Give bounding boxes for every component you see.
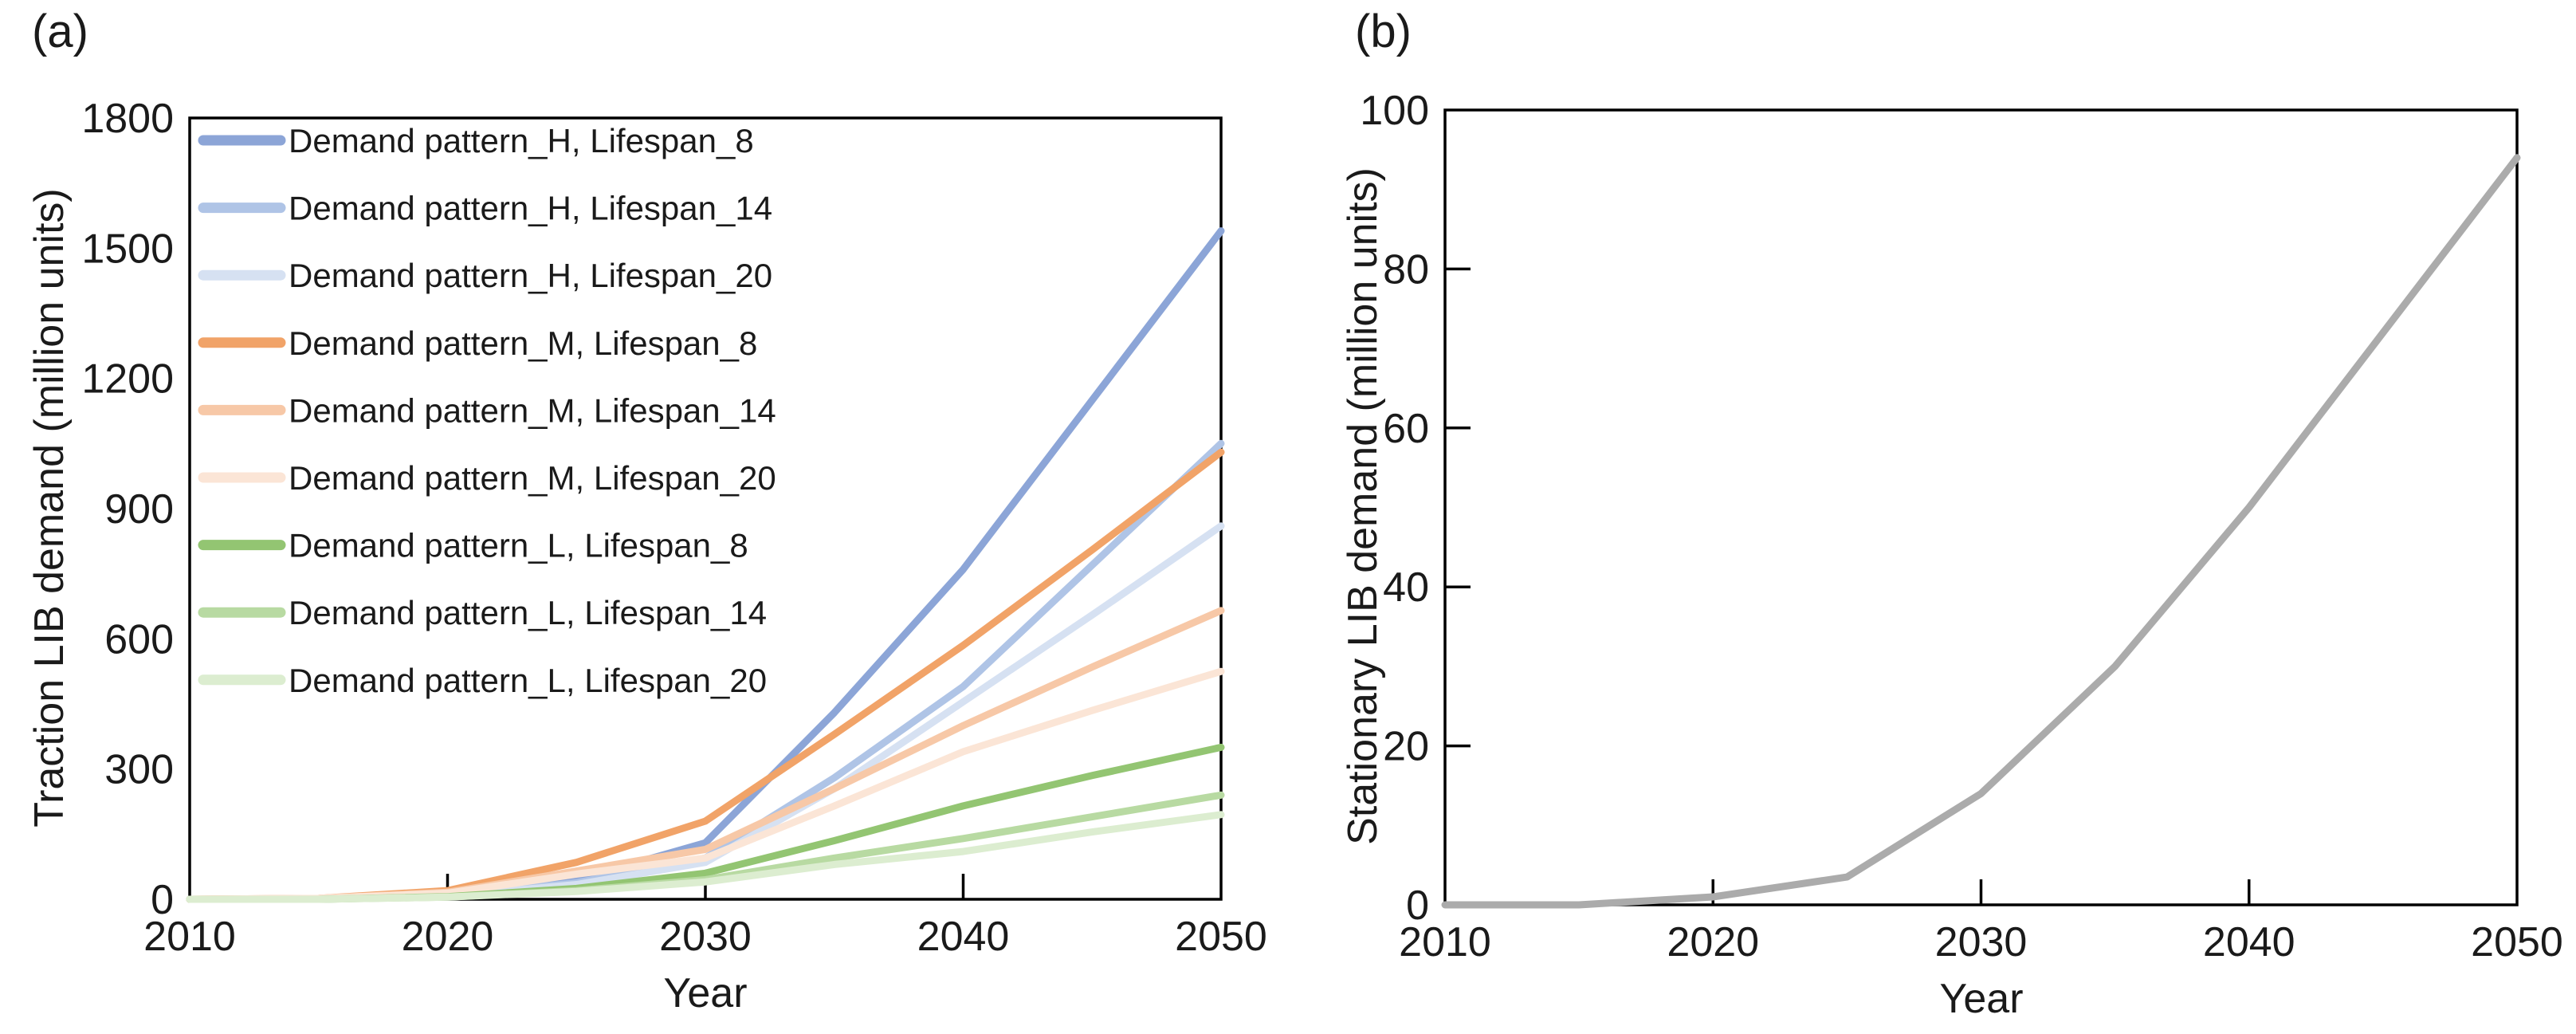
y-tick-label: 80 — [1383, 246, 1429, 293]
legend-label: Demand pattern_H, Lifespan_14 — [289, 190, 772, 227]
panel-a-chart-canvas: 0 300 600 900 1200 1500 1800 2010 2020 2030 2040 20… — [81, 96, 1267, 960]
series-line-stationary-lib-demand — [1441, 154, 2521, 909]
y-tick-label: 1200 — [81, 356, 174, 403]
y-tick-label: 60 — [1383, 406, 1429, 452]
y-tick-label: 300 — [104, 747, 174, 793]
y-tick-label: 900 — [104, 486, 174, 533]
x-tick-label: 2030 — [1935, 919, 2028, 965]
x-tick-label: 2040 — [917, 914, 1010, 960]
y-tick-label: 1500 — [81, 226, 174, 272]
y-tick-label: 600 — [104, 616, 174, 662]
panel-b: (b) Stationary LIB demand (million units… — [1288, 0, 2576, 1034]
plot-border — [1443, 108, 2519, 906]
legend-label: Demand pattern_L, Lifespan_20 — [289, 662, 767, 699]
legend-label: Demand pattern_H, Lifespan_20 — [289, 257, 772, 294]
panel-a: (a) Traction LIB demand (million units) … — [26, 6, 1267, 1016]
series-line-demand-pattern-l-lifespan-20 — [186, 811, 1225, 903]
x-tick-label: 2050 — [2471, 919, 2563, 965]
y-tick-label: 100 — [1360, 88, 1429, 134]
legend-label: Demand pattern_L, Lifespan_14 — [289, 594, 767, 631]
panel-a-label: (a) — [32, 6, 88, 57]
y-tick-label: 0 — [151, 877, 174, 923]
y-tick-label: 20 — [1383, 724, 1429, 770]
x-tick-label: 2050 — [1175, 914, 1267, 960]
x-tick-label: 2020 — [402, 914, 494, 960]
legend-label: Demand pattern_L, Lifespan_8 — [289, 527, 748, 564]
x-tick-label: 2030 — [659, 914, 752, 960]
panel-a-x-axis-title: Year — [663, 970, 748, 1016]
legend-label: Demand pattern_M, Lifespan_14 — [289, 391, 776, 429]
y-tick-label: 1800 — [81, 96, 174, 142]
y-tick-label: 0 — [1406, 883, 1429, 929]
x-tick-label: 2010 — [143, 914, 236, 960]
panel-b-label: (b) — [1355, 6, 1412, 57]
x-tick-label: 2040 — [2203, 919, 2295, 965]
x-tick-label: 2020 — [1667, 919, 1759, 965]
x-tick-label: 2010 — [1399, 919, 1491, 965]
panel-b-x-axis-title: Year — [1939, 976, 2024, 1022]
y-tick-label: 40 — [1383, 564, 1429, 611]
legend-label: Demand pattern_H, Lifespan_8 — [289, 122, 754, 159]
legend-label: Demand pattern_M, Lifespan_8 — [289, 324, 757, 362]
legend-label: Demand pattern_M, Lifespan_20 — [289, 459, 776, 497]
